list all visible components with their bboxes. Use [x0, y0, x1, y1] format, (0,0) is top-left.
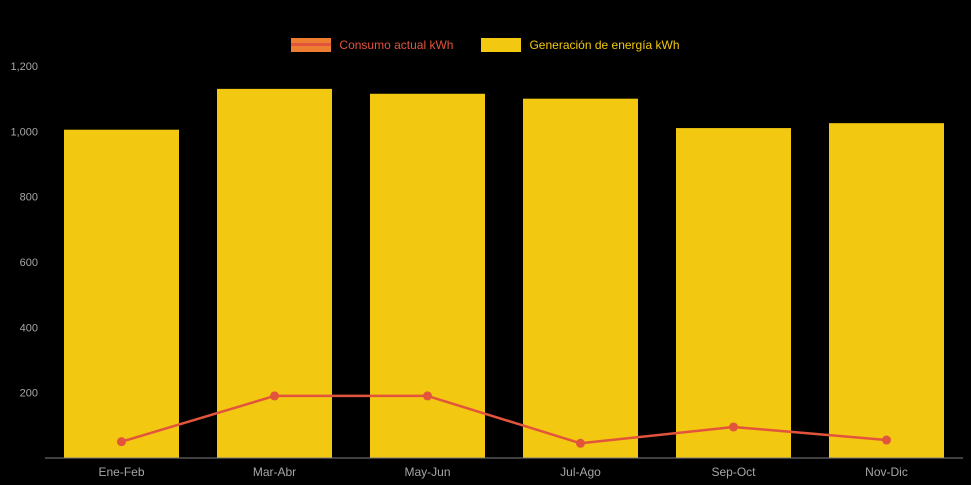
x-axis-tick-label: Mar-Abr: [253, 465, 296, 479]
y-axis-labels: 200 400 600 800 1,000 1,200: [10, 61, 38, 400]
x-axis-tick-label: Jul-Ago: [560, 465, 601, 479]
bar-Jul-Ago[interactable]: [523, 98, 638, 459]
line-point-Nov-Dic[interactable]: [882, 435, 891, 445]
consumo-line: [120, 394, 888, 445]
y-axis-tick-label: 400: [20, 322, 38, 334]
line-point-Sep-Oct[interactable]: [729, 422, 738, 432]
x-axis-tick-label: May-Jun: [404, 465, 450, 479]
bar-Mar-Abr[interactable]: [217, 88, 332, 458]
bar-Sep-Oct[interactable]: [676, 128, 791, 459]
x-axis-labels: Ene-Feb Mar-Abr May-Jun Jul-Ago Sep-Oct Nov-D…: [98, 465, 907, 479]
bar-May-Jun[interactable]: [370, 93, 485, 459]
x-axis-tick-label: Ene-Feb: [98, 465, 144, 479]
bar-Ene-Feb[interactable]: [64, 129, 179, 458]
x-axis-tick-label: Nov-Dic: [865, 465, 908, 479]
legend-label: Generación de energía kWh: [529, 38, 680, 52]
y-axis-tick-label: 1,200: [10, 61, 38, 73]
bars-group: [64, 88, 944, 459]
y-axis-tick-label: 800: [20, 192, 38, 204]
line-point-May-Jun[interactable]: [423, 391, 432, 401]
line-point-Jul-Ago[interactable]: [576, 438, 585, 448]
line-series-group: [117, 391, 891, 448]
line-point-Ene-Feb[interactable]: [117, 437, 126, 447]
bar-series-swatch-icon: [481, 38, 522, 52]
legend-item-generacion[interactable]: Generación de energía kWh: [481, 38, 680, 52]
line-stripe-icon: [291, 43, 332, 46]
legend-label: Consumo actual kWh: [339, 38, 454, 52]
legend-item-consumo[interactable]: Consumo actual kWh: [291, 38, 453, 52]
line-point-Mar-Abr[interactable]: [270, 391, 279, 401]
y-axis-tick-label: 600: [20, 257, 38, 269]
y-axis-tick-label: 200: [20, 388, 38, 400]
legend: Consumo actual kWh Generación de energía …: [0, 38, 971, 52]
y-axis-tick-label: 1,000: [10, 126, 38, 138]
x-axis-tick-label: Sep-Oct: [711, 465, 756, 479]
line-series-swatch-icon: [291, 38, 332, 52]
bar-Nov-Dic[interactable]: [829, 123, 944, 459]
